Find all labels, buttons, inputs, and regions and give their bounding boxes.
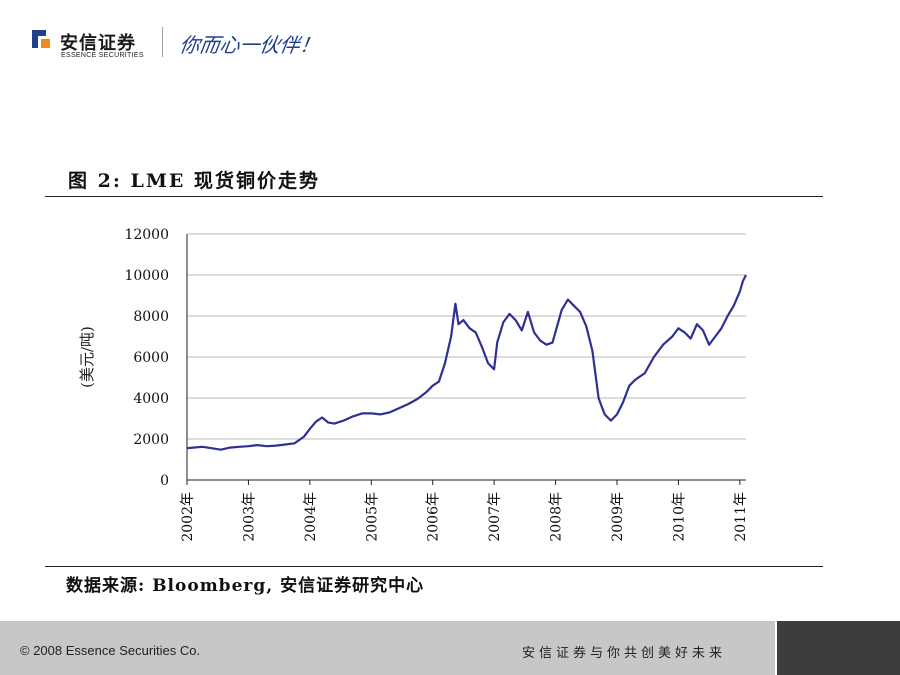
y-tick-label: 4000 (133, 391, 169, 407)
x-tick-label: 2011年 (733, 492, 749, 542)
figure-title: 图 2: LME 现货铜价走势 (68, 170, 320, 192)
y-tick-label: 12000 (124, 227, 169, 243)
y-tick-label: 10000 (124, 268, 169, 284)
x-tick-label: 2010年 (671, 492, 687, 542)
x-tick-label: 2007年 (487, 492, 503, 542)
y-tick-label: 2000 (133, 432, 169, 448)
x-tick-label: 2002年 (180, 492, 196, 542)
chart-axes (186, 234, 746, 485)
x-tick-label: 2005年 (364, 492, 380, 542)
y-tick-label: 8000 (133, 309, 169, 325)
logo-name-en: ESSENCE SECURITIES (61, 52, 144, 59)
x-tick-label: 2006年 (426, 492, 442, 542)
chart-grid (187, 233, 746, 440)
title-rule (45, 196, 823, 197)
x-tick-label: 2004年 (303, 492, 319, 542)
x-tick-label: 2008年 (549, 492, 565, 542)
footer-copyright: © 2008 Essence Securities Co. (20, 643, 201, 658)
copper-price-line (186, 274, 747, 451)
x-tick-label: 2009年 (610, 492, 626, 542)
y-tick-label: 6000 (133, 350, 169, 366)
x-tick-label: 2003年 (241, 492, 257, 542)
footer-dark-block (777, 621, 900, 675)
header: 安信证券 ESSENCE SECURITIES 你而心一伙伴！ (0, 0, 900, 80)
figure-source: 数据来源: Bloomberg, 安信证券研究中心 (66, 576, 425, 596)
x-tick-labels: 2002年 2003年 2004年 2005年 2006年 2007年 2008年 2009年… (180, 492, 749, 542)
y-axis-label: (美元/吨) (78, 326, 96, 388)
y-tick-labels: 12000 10000 8000 6000 4000 2000 0 (124, 227, 169, 489)
logo-icon (32, 30, 50, 48)
source-rule (45, 566, 823, 567)
logo-divider (162, 27, 163, 57)
footer-slogan: 安信证券与你共创美好未来 (522, 646, 727, 661)
y-tick-label: 0 (160, 473, 169, 489)
footer-bar (0, 621, 775, 675)
logo-name-cn: 安信证券 (60, 33, 136, 54)
